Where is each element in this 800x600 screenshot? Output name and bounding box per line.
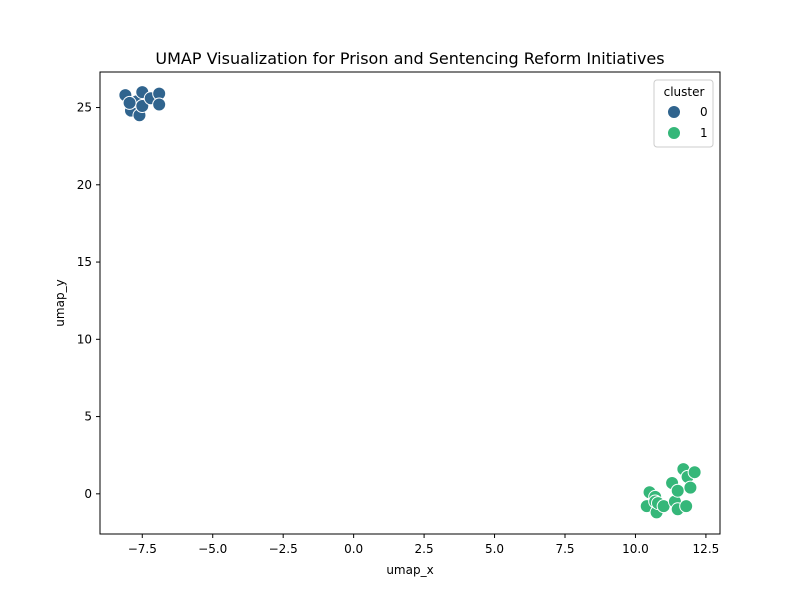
- y-tick-label: 0: [84, 487, 92, 501]
- x-tick-label: 5.0: [485, 542, 504, 556]
- data-point-cluster-1: [687, 465, 702, 480]
- x-tick-label: 10.0: [622, 542, 649, 556]
- x-axis: −7.5 −5.0 −2.5 0.0 2.5 5.0 7.5 10.0 12.5: [128, 534, 720, 556]
- data-point-cluster-0: [152, 97, 167, 112]
- data-point-cluster-1: [679, 499, 694, 514]
- x-tick-label: 12.5: [693, 542, 720, 556]
- data-point-cluster-1: [683, 480, 698, 495]
- x-axis-label: umap_x: [386, 563, 433, 577]
- y-axis: 0 5 10 15 20 25: [77, 101, 100, 501]
- x-tick-label: −5.0: [198, 542, 227, 556]
- y-axis-label: umap_y: [53, 279, 67, 326]
- y-tick-label: 10: [77, 332, 92, 346]
- legend-marker: [667, 126, 681, 140]
- legend-title: cluster: [664, 85, 705, 99]
- x-tick-label: 2.5: [415, 542, 434, 556]
- plot-frame: [99, 71, 721, 535]
- points-layer: [118, 85, 702, 520]
- legend-entries: 01: [667, 105, 708, 140]
- legend-label: 1: [700, 126, 708, 140]
- data-point-cluster-0: [122, 95, 137, 110]
- y-tick-label: 20: [77, 178, 92, 192]
- legend-marker: [667, 105, 681, 119]
- x-tick-label: 0.0: [344, 542, 363, 556]
- y-tick-label: 25: [77, 101, 92, 115]
- y-tick-label: 5: [84, 410, 92, 424]
- data-point-cluster-1: [670, 483, 685, 498]
- chart-title: UMAP Visualization for Prison and Senten…: [155, 49, 664, 68]
- y-tick-label: 15: [77, 255, 92, 269]
- x-tick-label: 7.5: [555, 542, 574, 556]
- legend: cluster 01: [653, 79, 714, 148]
- x-tick-label: −2.5: [269, 542, 298, 556]
- x-tick-label: −7.5: [128, 542, 157, 556]
- legend-label: 0: [700, 105, 708, 119]
